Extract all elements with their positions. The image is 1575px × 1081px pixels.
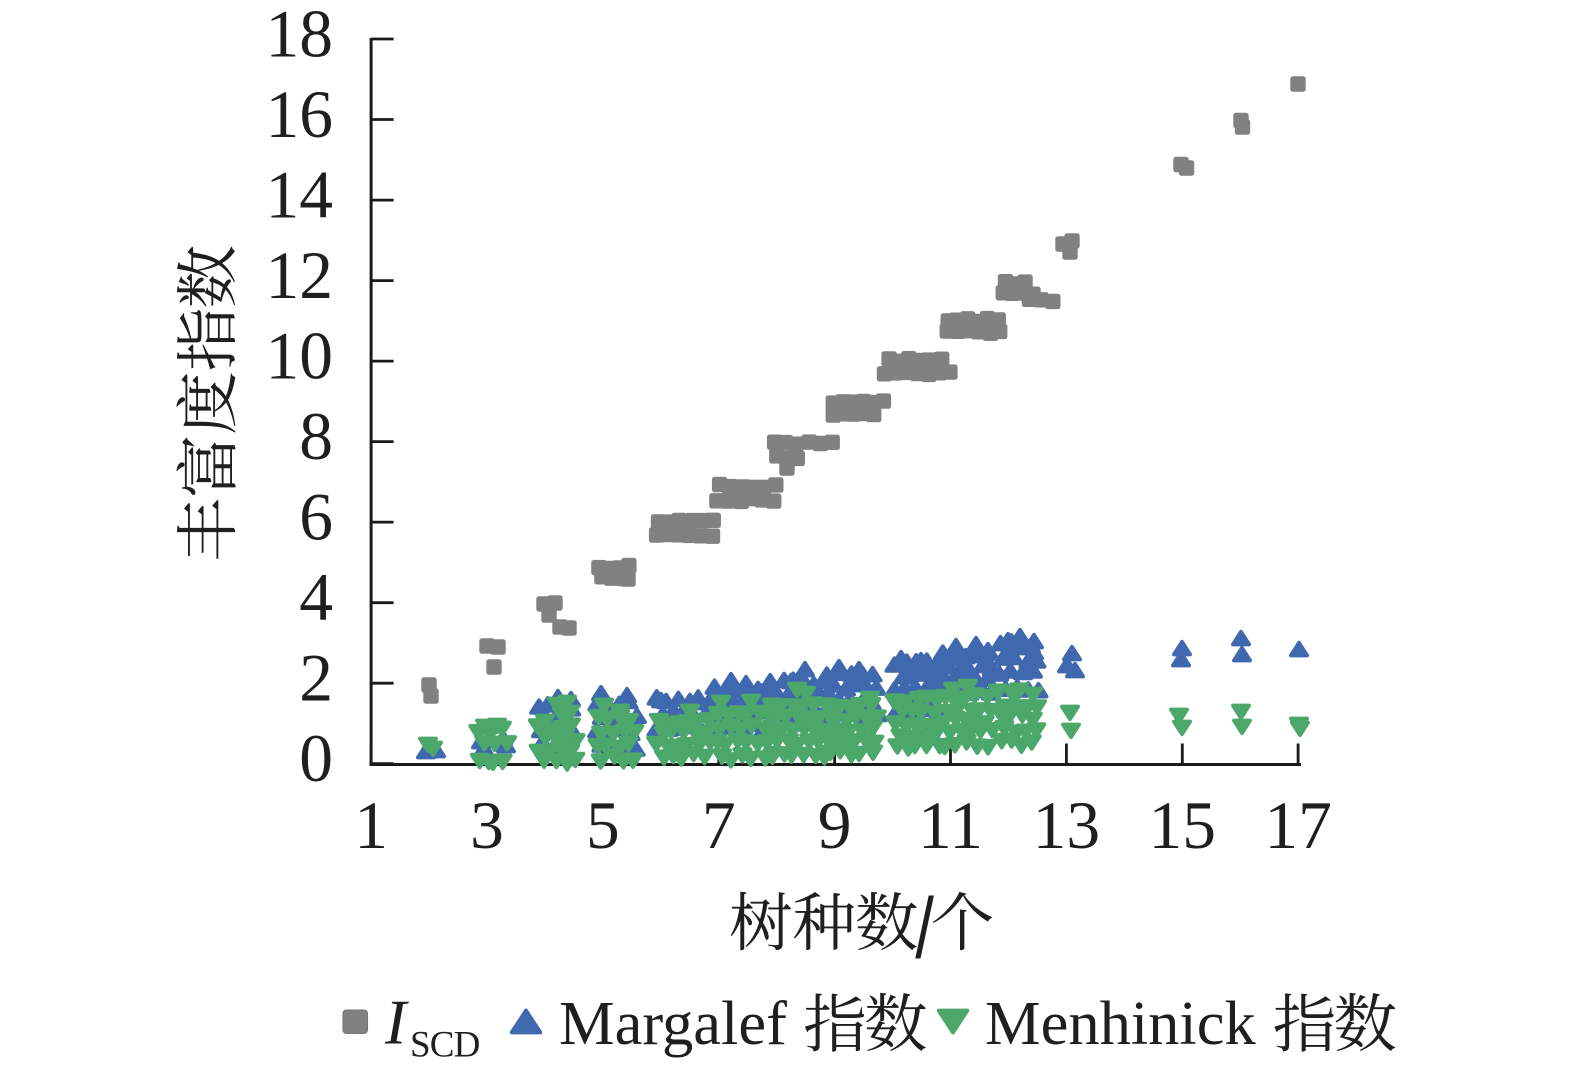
- svg-text:Margalef: Margalef: [559, 988, 787, 1058]
- svg-text:10: 10: [266, 319, 334, 394]
- svg-text:17: 17: [1264, 788, 1332, 863]
- svg-text:7: 7: [702, 788, 736, 863]
- svg-text:15: 15: [1149, 788, 1217, 863]
- svg-text:0: 0: [299, 721, 333, 796]
- svg-text:18: 18: [266, 0, 334, 72]
- svg-text:8: 8: [299, 399, 333, 474]
- svg-text:11: 11: [918, 788, 983, 863]
- svg-text:16: 16: [266, 77, 334, 152]
- svg-text:9: 9: [818, 788, 852, 863]
- svg-text:4: 4: [299, 560, 333, 635]
- svg-text:13: 13: [1033, 788, 1101, 863]
- svg-text:2: 2: [299, 641, 333, 716]
- svg-text:12: 12: [266, 238, 334, 313]
- svg-text:5: 5: [586, 788, 620, 863]
- svg-text:14: 14: [266, 158, 334, 233]
- svg-text:3: 3: [470, 788, 504, 863]
- svg-text:1: 1: [354, 788, 388, 863]
- svg-text:SCD: SCD: [410, 1025, 480, 1066]
- svg-text:6: 6: [299, 480, 333, 555]
- svg-text:I: I: [384, 987, 409, 1058]
- svg-text:Menhinick: Menhinick: [985, 988, 1257, 1058]
